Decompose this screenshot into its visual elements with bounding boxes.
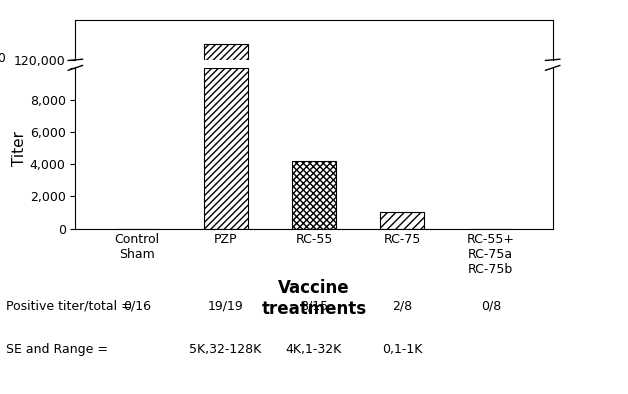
Text: 0,1-1K: 0,1-1K: [382, 343, 423, 356]
Bar: [381, 212, 425, 229]
Text: 19/19: 19/19: [208, 299, 244, 312]
Bar: [203, 68, 247, 229]
Text: SE and Range =: SE and Range =: [6, 343, 112, 356]
Bar: [292, 161, 336, 229]
Text: 0/16: 0/16: [123, 299, 151, 312]
X-axis label: Vaccine
treatments: Vaccine treatments: [261, 279, 367, 318]
Y-axis label: Titer: Titer: [12, 131, 27, 166]
Text: 0/8: 0/8: [480, 299, 501, 312]
Text: 4K,1-32K: 4K,1-32K: [286, 343, 342, 356]
Text: 10,000: 10,000: [0, 52, 6, 65]
Bar: [203, 44, 247, 60]
Text: 5K,32-128K: 5K,32-128K: [190, 343, 262, 356]
Text: 2/8: 2/8: [392, 299, 413, 312]
Text: Positive titer/total =: Positive titer/total =: [6, 299, 136, 312]
Text: 8/15: 8/15: [300, 299, 328, 312]
